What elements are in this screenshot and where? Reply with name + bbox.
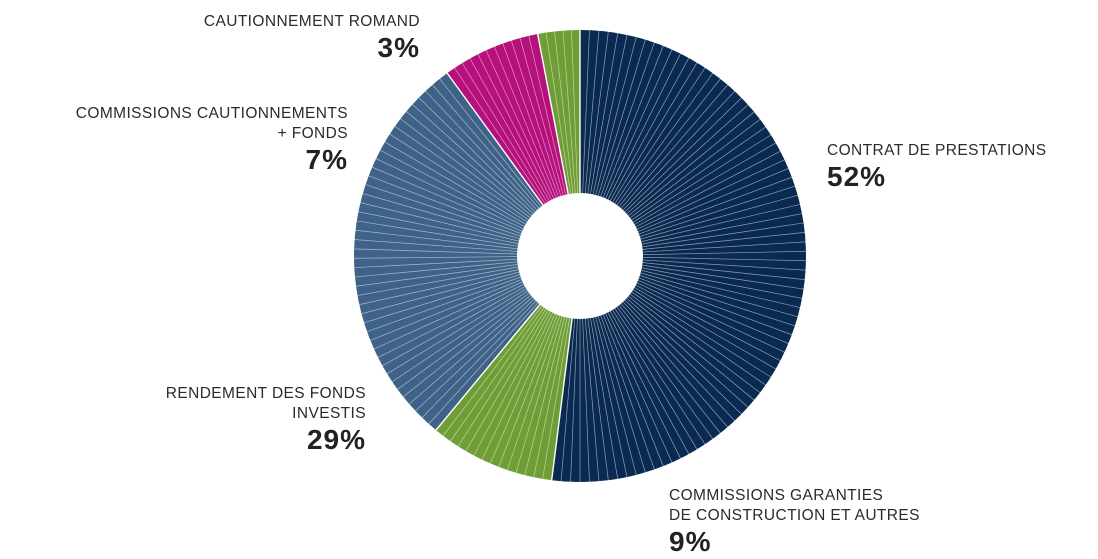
slice-value-label: 29%	[306, 424, 366, 455]
label-contrat-de-prestations: CONTRAT DE PRESTATIONS 52%	[827, 141, 1047, 193]
slice-label-line: CAUTIONNEMENT ROMAND	[203, 13, 420, 30]
slice-label-line: COMMISSIONS GARANTIES	[669, 487, 884, 504]
slice-label-line: DE CONSTRUCTION ET AUTRES	[669, 507, 920, 524]
slice-label-line: INVESTIS	[292, 405, 366, 422]
slice-label-line: CONTRAT DE PRESTATIONS	[827, 142, 1047, 159]
donut-hole	[517, 193, 643, 319]
slice-label-line: COMMISSIONS CAUTIONNEMENTS	[75, 105, 348, 122]
slice-value-label: 52%	[827, 161, 887, 192]
slice-value-label: 3%	[377, 32, 420, 63]
label-rendement-des-fonds: RENDEMENT DES FONDS INVESTIS 29%	[166, 384, 366, 456]
slice-value-label: 9%	[669, 526, 712, 557]
label-commissions-cautionnements: COMMISSIONS CAUTIONNEMENTS + FONDS 7%	[76, 104, 348, 176]
donut-slice-3	[447, 34, 580, 256]
label-commissions-garanties: COMMISSIONS GARANTIES DE CONSTRUCTION ET…	[669, 486, 920, 558]
slice-value-label: 7%	[305, 144, 348, 175]
slice-label-line: RENDEMENT DES FONDS	[165, 385, 366, 402]
label-cautionnement-romand: CAUTIONNEMENT ROMAND 3%	[204, 12, 420, 64]
slice-label-line: + FONDS	[277, 125, 348, 142]
